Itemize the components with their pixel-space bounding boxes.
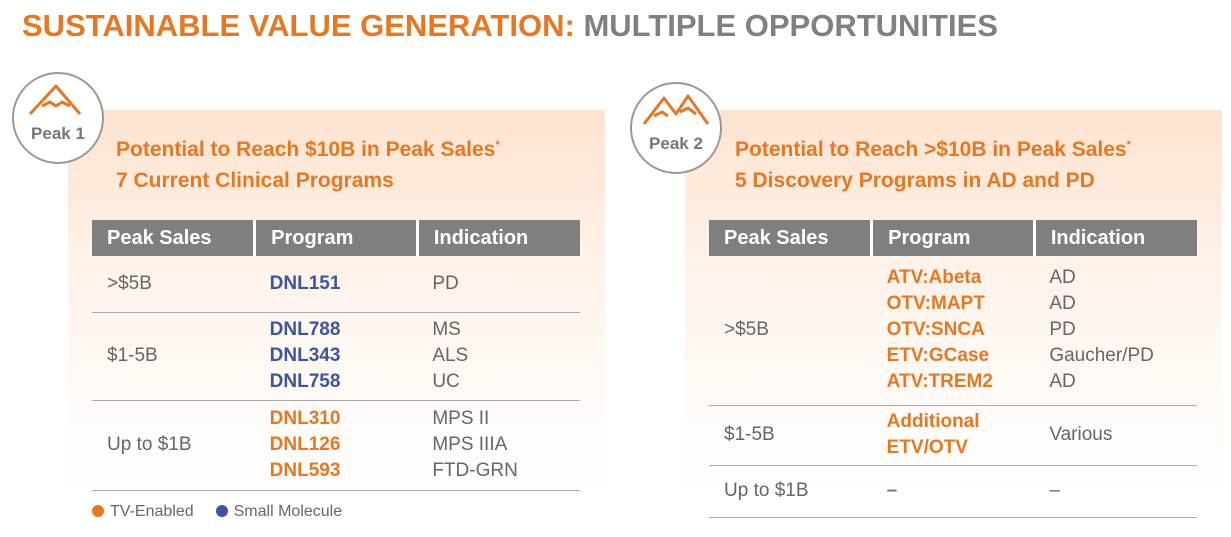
program-name: DNL343 — [269, 345, 341, 366]
table-row: >$5B ATV:Abeta OTV:MAPT OTV:SNCA ETV:GCase AT… — [709, 256, 1197, 406]
indication: PD — [1049, 319, 1076, 341]
program-name: ETV/OTV — [886, 437, 968, 458]
indications: MPS II MPS IIIA FTD-GRN — [417, 400, 580, 491]
programs: – — [871, 465, 1035, 518]
column-header: Program — [253, 220, 418, 256]
peak-sales: $1-5B — [92, 312, 255, 401]
mountain-icon — [28, 84, 82, 116]
indication: – — [1049, 480, 1060, 501]
table-row: >$5B DNL151 PD — [92, 256, 580, 313]
table-row: $1-5B DNL788 DNL343 DNL758 MS ALS UC — [92, 312, 580, 401]
indication: MPS IIIA — [432, 434, 508, 455]
column-header: Program — [870, 220, 1035, 256]
indication: Various — [1049, 424, 1113, 445]
header-row: Peak Sales Program Indication — [92, 220, 580, 256]
mountain-shape — [28, 84, 82, 116]
programs: ATV:Abeta OTV:MAPT OTV:SNCA ETV:GCase ATV:TR… — [871, 256, 1035, 406]
table-row: Up to $1B – – — [709, 465, 1197, 518]
footnote-mark: * — [1126, 139, 1131, 151]
indications: MS ALS UC — [417, 312, 580, 401]
peak-sales: $1-5B — [709, 405, 872, 466]
indication: FTD-GRN — [432, 460, 518, 481]
indication: AD — [1049, 267, 1076, 289]
program-name: DNL593 — [269, 460, 341, 481]
programs: DNL151 — [254, 256, 418, 313]
program-name: OTV:SNCA — [886, 319, 985, 341]
indications: PD — [417, 256, 580, 313]
heading-text: Potential to Reach $10B in Peak Sales — [116, 138, 496, 161]
program-name: ATV:TREM2 — [886, 371, 993, 393]
panel-heading: Potential to Reach >$10B in Peak Sales* 5… — [735, 134, 1131, 196]
program-name: DNL788 — [269, 319, 341, 340]
badge-label: Peak 1 — [31, 124, 85, 143]
column-header: Indication — [415, 220, 580, 256]
program-name: ETV:GCase — [886, 345, 990, 367]
legend-dot — [92, 505, 104, 517]
program-name: DNL126 — [269, 434, 341, 455]
peak-badge: Peak 2 — [630, 82, 722, 174]
indication: MPS II — [432, 408, 490, 429]
program-name: – — [886, 480, 898, 501]
peak-badge: Peak 1 — [12, 72, 104, 164]
column-header: Indication — [1032, 220, 1197, 256]
mountain-icon — [642, 94, 710, 125]
programs: Additional ETV/OTV — [871, 405, 1035, 466]
column-header: Peak Sales — [709, 220, 872, 256]
panel-heading: Potential to Reach $10B in Peak Sales* 7 … — [116, 134, 500, 196]
heading-line: Potential to Reach $10B in Peak Sales* — [116, 134, 500, 165]
legend-label: TV-Enabled — [110, 503, 194, 520]
indication: PD — [432, 272, 459, 294]
header-row: Peak Sales Program Indication — [709, 220, 1197, 256]
peak-sales: >$5B — [92, 256, 255, 313]
indication: AD — [1049, 293, 1076, 315]
badge-label: Peak 2 — [649, 134, 703, 153]
program-name: DNL310 — [269, 408, 341, 429]
indications: Various — [1034, 405, 1197, 466]
peak-sales: Up to $1B — [709, 465, 872, 518]
program-name: ATV:Abeta — [886, 267, 982, 289]
indication: AD — [1049, 371, 1076, 393]
peak-sales: Up to $1B — [92, 400, 255, 491]
heading-line: Potential to Reach >$10B in Peak Sales* — [735, 134, 1131, 165]
program-name: Additional — [886, 411, 980, 432]
programs: DNL310 DNL126 DNL593 — [254, 400, 418, 491]
program-table: Peak Sales Program Indication >$5B ATV:Abeta… — [709, 220, 1197, 518]
indication: MS — [432, 319, 461, 340]
slide-title: SUSTAINABLE VALUE GENERATION: MULTIPLE O… — [22, 8, 998, 44]
peak-sales: >$5B — [709, 256, 872, 406]
legend-dot — [215, 505, 228, 517]
indication: Gaucher/PD — [1049, 345, 1154, 367]
footnote-mark: * — [495, 139, 500, 151]
programs: DNL788 DNL343 DNL758 — [254, 312, 418, 401]
legend-item: TV-Enabled — [92, 503, 194, 521]
table-row: Up to $1B DNL310 DNL126 DNL593 MPS II MPS III… — [92, 400, 580, 491]
indication: UC — [432, 371, 460, 392]
legend-item: Small Molecule — [215, 503, 343, 521]
indications: AD AD PD Gaucher/PD AD — [1034, 256, 1197, 406]
table-row: $1-5B Additional ETV/OTV Various — [709, 405, 1197, 466]
column-header: Peak Sales — [92, 220, 255, 256]
program-name: OTV:MAPT — [886, 293, 985, 315]
title-rest: MULTIPLE OPPORTUNITIES — [583, 8, 998, 43]
mountain-shape — [642, 94, 710, 125]
program-name: DNL758 — [269, 371, 341, 392]
title-lead: SUSTAINABLE VALUE GENERATION: — [22, 8, 575, 43]
program-table: Peak Sales Program Indication >$5B DNL151 PD $… — [92, 220, 580, 491]
program-name: DNL151 — [269, 272, 341, 294]
heading-text: Potential to Reach >$10B in Peak Sales — [735, 138, 1127, 161]
legend-label: Small Molecule — [233, 503, 343, 520]
heading-line: 7 Current Clinical Programs — [116, 169, 394, 192]
indication: ALS — [432, 345, 469, 366]
heading-line: 5 Discovery Programs in AD and PD — [735, 169, 1095, 192]
indications: – — [1034, 465, 1197, 518]
legend: TV-Enabled Small Molecule — [92, 503, 342, 521]
